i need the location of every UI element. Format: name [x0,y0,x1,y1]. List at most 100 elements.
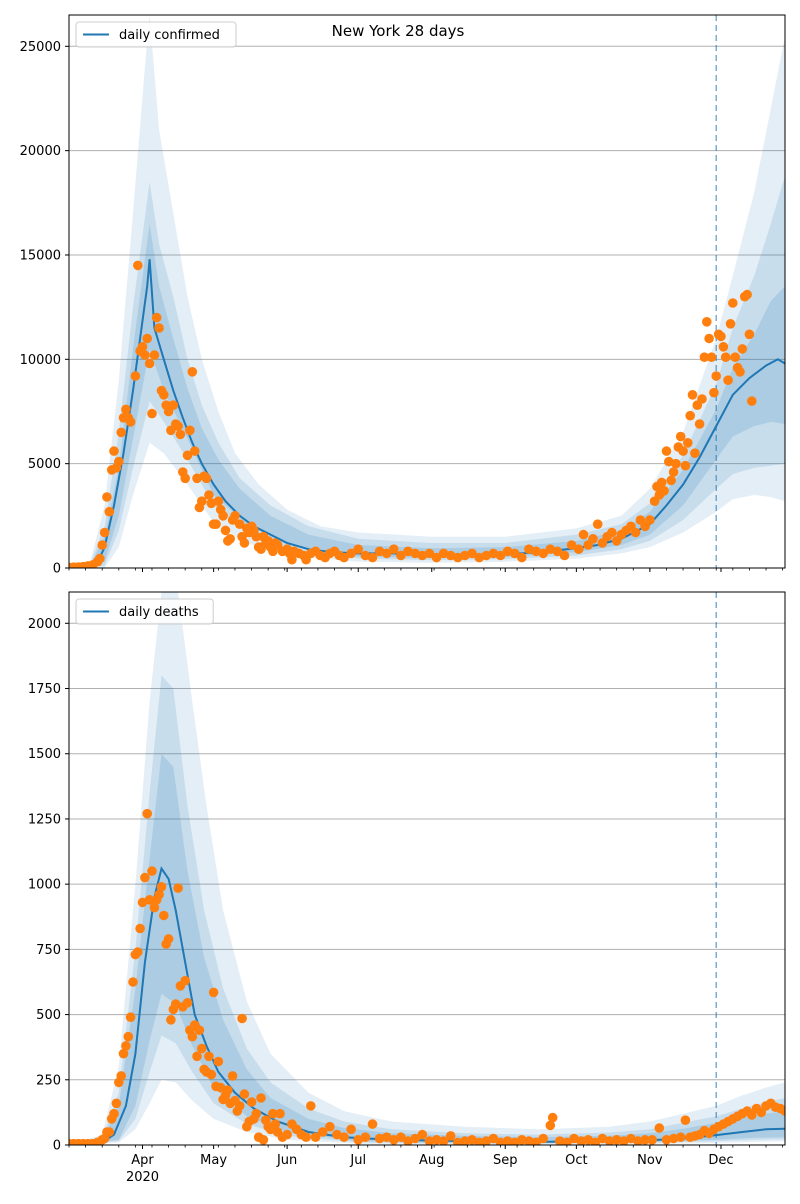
data-point [675,431,686,442]
data-point [135,923,145,934]
data-point [194,1025,205,1035]
data-point [431,1135,442,1145]
y-tick-label: 15000 [20,248,61,263]
data-point [123,1031,134,1042]
data-point [159,390,169,400]
data-point [151,312,162,323]
data-point [711,371,721,381]
data-point [661,446,672,456]
data-point [396,1132,406,1142]
data-point [187,367,198,377]
data-point [524,544,534,554]
data-point [578,529,589,540]
y-tick-label: 5000 [28,457,61,472]
data-point [697,394,707,404]
data-point [99,527,110,538]
data-point [125,417,136,427]
data-point [173,883,183,893]
data-point [159,910,169,921]
data-point [680,1115,691,1125]
uncertainty-band [69,675,785,1145]
data-point [607,527,617,538]
data-point [417,1129,428,1140]
y-tick-label: 750 [36,943,61,958]
x-tick-label: Jul [349,1153,366,1168]
data-point [346,548,356,559]
data-point [630,527,641,538]
data-point [175,429,186,440]
data-point [374,1133,385,1144]
data-point [780,1106,785,1116]
data-point [647,1135,657,1145]
data-point [251,531,262,542]
data-point [495,1137,506,1145]
data-point [538,1133,548,1144]
data-point [645,515,655,525]
data-point [678,446,688,456]
data-point [704,333,714,344]
plot-area [69,592,785,1145]
data-point [206,1069,217,1080]
data-point [144,895,155,905]
data-point [142,808,152,819]
data-point [189,446,200,456]
deaths-panel: 0 250 500 750 1000 1250 1500 1750 2000 Apr 2020 May… [28,591,786,1185]
data-point [137,342,148,352]
data-point [192,1051,202,1062]
data-point [104,506,115,517]
data-point [187,1031,198,1042]
legend: daily confirmed [75,21,237,48]
data-point [723,375,733,386]
data-point [140,350,150,360]
data-point [597,1133,608,1144]
legend-box [75,598,214,625]
data-point [116,1071,126,1081]
legend-label: daily deaths [119,605,199,620]
data-point [234,519,245,529]
data-point [687,390,698,400]
series-line [69,259,785,568]
y-tick-label: 500 [36,1008,61,1023]
data-point [204,1051,214,1062]
data-point [173,421,183,431]
data-point [744,329,755,340]
data-point [114,456,124,467]
data-point [730,352,740,363]
data-point [702,317,712,327]
data-point [147,408,157,419]
data-point [111,1098,122,1109]
x-tick-label: Sep [493,1153,518,1168]
data-point [690,448,700,459]
data-point [133,260,143,271]
x-tick-label: Nov [637,1153,663,1168]
data-point [306,1101,316,1111]
data-point [524,1136,534,1145]
data-point [268,1108,278,1119]
data-point [538,548,548,559]
data-point [339,1132,349,1142]
data-point [367,552,378,563]
series-line [69,866,785,1145]
data-point [125,1012,136,1022]
data-point [325,1121,335,1132]
data-point [201,473,212,484]
data-point [130,371,141,381]
data-point [706,352,717,363]
data-point [144,358,155,369]
legend-label: daily confirmed [119,28,220,43]
y-tick-label: 10000 [20,353,61,368]
x-tick-label: May [200,1153,227,1168]
data-point [488,1133,499,1144]
data-point [656,477,667,488]
data-point [671,458,681,469]
data-point [121,1041,131,1051]
y-tick-label: 0 [53,1139,61,1154]
data-point [360,1132,371,1142]
plot-area [69,15,785,568]
data-point [287,554,297,565]
data-point [234,1101,245,1111]
data-point [666,475,676,486]
data-point [517,552,527,563]
data-point [545,1120,556,1131]
